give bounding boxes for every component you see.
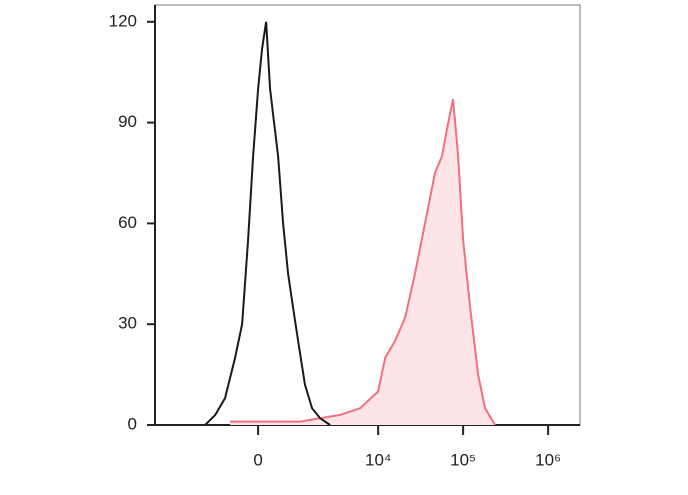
x-tick-label: 0 bbox=[253, 450, 262, 469]
histogram-line bbox=[230, 98, 496, 426]
y-tick-label: 90 bbox=[118, 112, 137, 131]
plot-frame bbox=[154, 4, 581, 426]
x-tick-label: 10⁴ bbox=[365, 450, 391, 469]
y-tick-label: 60 bbox=[118, 213, 137, 232]
y-tick-label: 0 bbox=[128, 414, 137, 433]
histogram-line bbox=[204, 21, 331, 426]
y-tick-label: 30 bbox=[118, 314, 137, 333]
area bbox=[230, 99, 496, 425]
y-tick-label: 120 bbox=[109, 11, 137, 30]
x-tick-label: 10⁵ bbox=[450, 450, 476, 469]
x-tick-label: 10⁶ bbox=[535, 450, 561, 469]
